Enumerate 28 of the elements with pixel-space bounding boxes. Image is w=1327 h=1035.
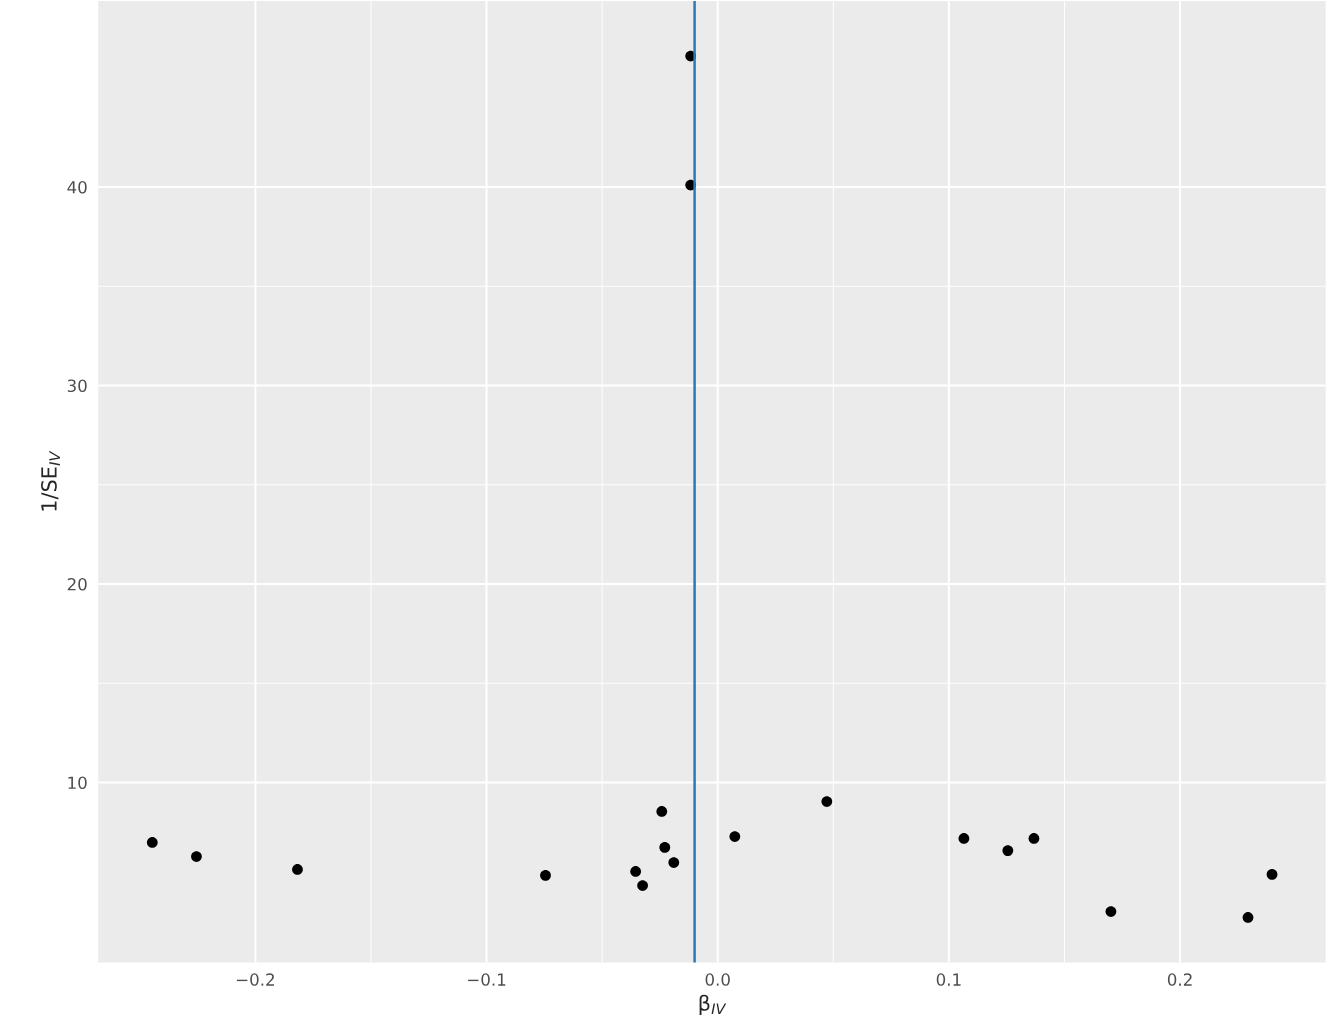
point	[1105, 906, 1117, 917]
point	[191, 851, 202, 862]
x-tick-label: 0.0	[705, 973, 730, 986]
y-tick-label: 30	[67, 379, 87, 393]
point	[958, 833, 970, 844]
x-tick-label: −0.1	[468, 973, 506, 986]
x-tick-label: 0.2	[1167, 973, 1192, 986]
point	[292, 864, 303, 875]
point	[1242, 912, 1254, 923]
point	[630, 866, 642, 877]
point	[668, 857, 680, 868]
point	[540, 870, 551, 881]
point	[637, 880, 648, 891]
point	[729, 831, 741, 842]
point	[1028, 833, 1040, 844]
point	[146, 837, 158, 848]
x-tick-label: 0.1	[936, 973, 961, 986]
point	[659, 842, 671, 853]
point	[656, 806, 668, 817]
point	[1002, 845, 1014, 856]
point	[1266, 869, 1278, 880]
point	[821, 796, 833, 807]
x-tick-label: −0.2	[236, 973, 274, 986]
y-tick-label: 20	[67, 577, 87, 591]
x-axis-title: β$_{IV}$	[699, 994, 727, 1015]
y-axis-title: 1/SE$_{IV}$	[41, 450, 60, 511]
y-tick-label: 40	[67, 180, 87, 194]
y-tick-label: 10	[68, 776, 87, 790]
